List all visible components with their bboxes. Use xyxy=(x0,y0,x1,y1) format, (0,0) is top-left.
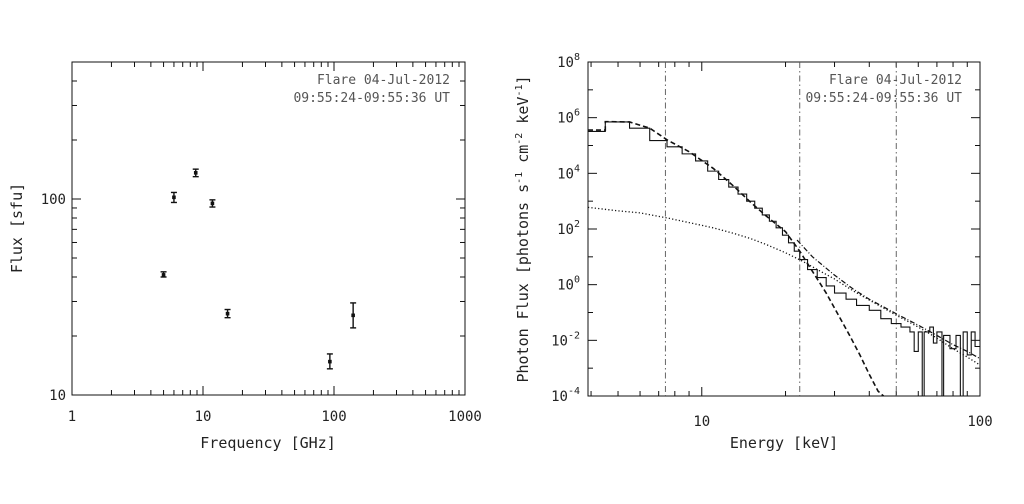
left-y-tick-label: 10 xyxy=(49,388,66,404)
right-y-tick-base: 10 xyxy=(557,55,574,71)
left-point-marker xyxy=(161,273,166,277)
right-series-solid-step xyxy=(588,121,980,396)
right-series-dashed xyxy=(588,120,885,396)
right-y-tick-exp: 2 xyxy=(574,219,580,230)
left-x-axis-label: Frequency [GHz] xyxy=(200,434,335,452)
right-y-tick-base: 10 xyxy=(557,111,574,127)
right-x-axis-label: Energy [keV] xyxy=(730,434,838,452)
right-y-tick-label: 100 xyxy=(557,275,580,294)
left-data-point-1 xyxy=(170,191,177,204)
right-y-tick-exp: 4 xyxy=(574,163,580,174)
right-y-label-sup3: -2 xyxy=(514,133,525,145)
left-point-marker xyxy=(225,311,230,316)
left-annotation-line2: 09:55:24-09:55:36 UT xyxy=(293,91,450,106)
left-point-marker xyxy=(210,201,215,206)
right-y-label-sup1: -1 xyxy=(514,172,525,184)
left-point-marker xyxy=(172,195,176,200)
right-y-tick-base: 10 xyxy=(551,389,568,405)
right-y-tick-label: 10-4 xyxy=(551,386,580,405)
right-y-label-part2: cm xyxy=(514,145,532,172)
left-point-marker xyxy=(351,313,355,318)
right-y-label-part6: ] xyxy=(514,75,532,84)
left-data-point-3 xyxy=(209,199,216,208)
left-x-tick-label: 10 xyxy=(195,409,212,425)
right-y-tick-base: 10 xyxy=(557,278,574,294)
right-plot-frame xyxy=(587,61,981,397)
left-point-marker xyxy=(328,359,332,364)
right-y-tick-label: 106 xyxy=(557,108,580,127)
left-points xyxy=(160,168,357,370)
right-x-tick-label: 100 xyxy=(967,414,992,430)
right-y-label-part4: keV xyxy=(514,97,532,133)
left-x-tick-label: 1 xyxy=(68,409,76,425)
left-y-tick-label: 100 xyxy=(41,192,66,208)
right-y-tick-base: 10 xyxy=(557,166,574,182)
left-annotation-line1: Flare 04-Jul-2012 xyxy=(317,73,450,88)
right-series xyxy=(588,62,980,396)
left-x-tick-label: 1000 xyxy=(448,409,482,425)
right-y-tick-exp: 8 xyxy=(574,52,580,63)
left-data-point-2 xyxy=(192,168,199,178)
right-y-tick-base: 10 xyxy=(557,222,574,238)
left-data-point-0 xyxy=(160,271,167,278)
left-data-point-6 xyxy=(350,302,357,329)
right-x-tick-label: 10 xyxy=(693,414,710,430)
right-y-tick-exp: 0 xyxy=(574,275,580,286)
right-y-tick-label: 102 xyxy=(557,219,580,238)
left-x-tick-label: 100 xyxy=(321,409,346,425)
left-data-point-5 xyxy=(326,353,333,370)
right-y-tick-label: 104 xyxy=(557,163,580,182)
right-y-label-part0: Photon Flux [photons s xyxy=(514,184,532,383)
left-point-marker xyxy=(193,171,198,175)
right-annotation-line2: 09:55:24-09:55:36 UT xyxy=(805,91,962,106)
right-series-dash-dot xyxy=(796,239,980,360)
right-y-axis-label: Photon Flux [photons s-1 cm-2 keV-1] xyxy=(514,75,532,382)
left-y-axis-label: Flux [sfu] xyxy=(8,183,26,273)
left-data-point-4 xyxy=(224,308,231,319)
right-y-tick-exp: -4 xyxy=(568,386,580,397)
right-y-label-sup5: -1 xyxy=(514,84,525,96)
right-y-tick-label: 10-2 xyxy=(551,330,580,349)
right-y-tick-base: 10 xyxy=(551,333,568,349)
left-plot-frame xyxy=(71,61,466,396)
right-annotation-line1: Flare 04-Jul-2012 xyxy=(829,73,962,88)
right-y-tick-exp: -2 xyxy=(568,330,580,341)
right-y-tick-label: 108 xyxy=(557,52,580,71)
right-y-tick-exp: 6 xyxy=(574,108,580,119)
